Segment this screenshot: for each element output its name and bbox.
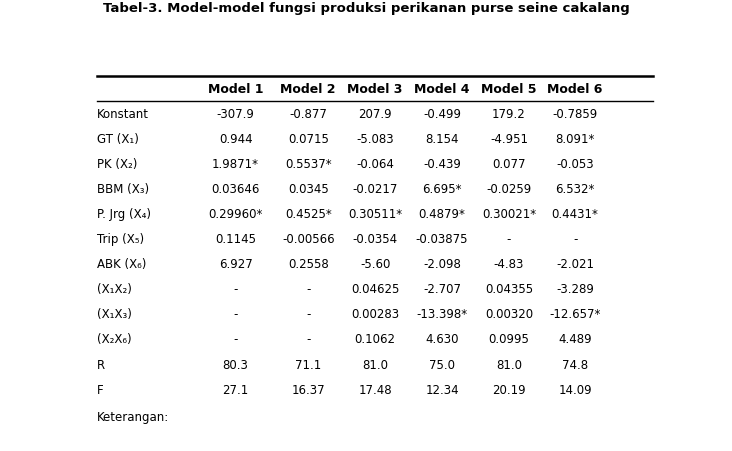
- Text: 0.077: 0.077: [493, 158, 526, 170]
- Text: -0.0354: -0.0354: [353, 233, 397, 246]
- Text: -: -: [234, 333, 238, 346]
- Text: -0.03875: -0.03875: [416, 233, 468, 246]
- Text: Model 4: Model 4: [414, 83, 470, 96]
- Text: 74.8: 74.8: [562, 358, 589, 371]
- Text: -0.064: -0.064: [356, 158, 394, 170]
- Text: 0.4879*: 0.4879*: [419, 208, 466, 221]
- Text: 80.3: 80.3: [223, 358, 249, 371]
- Text: Tabel-3. Model-model fungsi produksi perikanan purse seine cakalang: Tabel-3. Model-model fungsi produksi per…: [102, 2, 630, 15]
- Text: Keterangan:: Keterangan:: [97, 410, 169, 423]
- Text: Model 5: Model 5: [481, 83, 537, 96]
- Text: 1.9871*: 1.9871*: [212, 158, 259, 170]
- Text: Model 1: Model 1: [208, 83, 264, 96]
- Text: 0.4525*: 0.4525*: [285, 208, 332, 221]
- Text: -2.021: -2.021: [556, 258, 594, 271]
- Text: 0.30511*: 0.30511*: [348, 208, 402, 221]
- Text: -: -: [306, 333, 310, 346]
- Text: 0.04625: 0.04625: [351, 283, 400, 296]
- Text: -: -: [306, 308, 310, 321]
- Text: Model 2: Model 2: [280, 83, 336, 96]
- Text: -2.707: -2.707: [423, 283, 461, 296]
- Text: 16.37: 16.37: [291, 383, 325, 396]
- Text: -0.7859: -0.7859: [553, 108, 598, 121]
- Text: -: -: [234, 283, 238, 296]
- Text: -5.60: -5.60: [360, 258, 390, 271]
- Text: 0.0345: 0.0345: [288, 183, 329, 196]
- Text: 14.09: 14.09: [559, 383, 592, 396]
- Text: 6.695*: 6.695*: [422, 183, 462, 196]
- Text: -: -: [306, 283, 310, 296]
- Text: ABK (X₆): ABK (X₆): [97, 258, 146, 271]
- Text: -: -: [234, 308, 238, 321]
- Text: -0.053: -0.053: [556, 158, 594, 170]
- Text: 0.04355: 0.04355: [485, 283, 533, 296]
- Text: 81.0: 81.0: [496, 358, 522, 371]
- Text: (X₁X₂): (X₁X₂): [97, 283, 132, 296]
- Text: 0.0715: 0.0715: [288, 133, 329, 146]
- Text: 0.1062: 0.1062: [354, 333, 396, 346]
- Text: -2.098: -2.098: [423, 258, 461, 271]
- Text: 6.532*: 6.532*: [556, 183, 595, 196]
- Text: P. Jrg (X₄): P. Jrg (X₄): [97, 208, 152, 221]
- Text: 4.630: 4.630: [425, 333, 459, 346]
- Text: -4.951: -4.951: [490, 133, 528, 146]
- Text: -4.83: -4.83: [494, 258, 524, 271]
- Text: -0.499: -0.499: [423, 108, 461, 121]
- Text: 0.4431*: 0.4431*: [552, 208, 599, 221]
- Text: -0.0217: -0.0217: [353, 183, 397, 196]
- Text: (X₂X₆): (X₂X₆): [97, 333, 132, 346]
- Text: 75.0: 75.0: [429, 358, 455, 371]
- Text: -5.083: -5.083: [356, 133, 394, 146]
- Text: 0.00283: 0.00283: [351, 308, 399, 321]
- Text: -0.0259: -0.0259: [486, 183, 531, 196]
- Text: 20.19: 20.19: [492, 383, 526, 396]
- Text: 0.944: 0.944: [219, 133, 253, 146]
- Text: 6.927: 6.927: [219, 258, 253, 271]
- Text: 0.1145: 0.1145: [215, 233, 256, 246]
- Text: 27.1: 27.1: [223, 383, 249, 396]
- Text: 81.0: 81.0: [362, 358, 388, 371]
- Text: Konstant: Konstant: [97, 108, 149, 121]
- Text: R: R: [97, 358, 105, 371]
- Text: 0.00320: 0.00320: [485, 308, 533, 321]
- Text: (X₁X₃): (X₁X₃): [97, 308, 132, 321]
- Text: -0.877: -0.877: [289, 108, 327, 121]
- Text: Model 6: Model 6: [548, 83, 603, 96]
- Text: 0.2558: 0.2558: [288, 258, 329, 271]
- Text: 0.30021*: 0.30021*: [482, 208, 536, 221]
- Text: 0.29960*: 0.29960*: [209, 208, 263, 221]
- Text: 179.2: 179.2: [492, 108, 526, 121]
- Text: PK (X₂): PK (X₂): [97, 158, 138, 170]
- Text: 17.48: 17.48: [359, 383, 392, 396]
- Text: 71.1: 71.1: [295, 358, 321, 371]
- Text: Model 3: Model 3: [348, 83, 403, 96]
- Text: 4.489: 4.489: [559, 333, 592, 346]
- Text: Trip (X₅): Trip (X₅): [97, 233, 144, 246]
- Text: -307.9: -307.9: [217, 108, 255, 121]
- Text: 8.154: 8.154: [425, 133, 459, 146]
- Text: 0.5537*: 0.5537*: [285, 158, 332, 170]
- Text: -: -: [507, 233, 511, 246]
- Text: -12.657*: -12.657*: [550, 308, 601, 321]
- Text: -0.00566: -0.00566: [282, 233, 335, 246]
- Text: 12.34: 12.34: [425, 383, 459, 396]
- Text: -3.289: -3.289: [556, 283, 594, 296]
- Text: 207.9: 207.9: [359, 108, 392, 121]
- Text: -0.439: -0.439: [423, 158, 461, 170]
- Text: 8.091*: 8.091*: [556, 133, 595, 146]
- Text: F: F: [97, 383, 104, 396]
- Text: GT (X₁): GT (X₁): [97, 133, 139, 146]
- Text: 0.0995: 0.0995: [488, 333, 529, 346]
- Text: 0.03646: 0.03646: [212, 183, 260, 196]
- Text: -: -: [573, 233, 578, 246]
- Text: -13.398*: -13.398*: [417, 308, 468, 321]
- Text: BBM (X₃): BBM (X₃): [97, 183, 149, 196]
